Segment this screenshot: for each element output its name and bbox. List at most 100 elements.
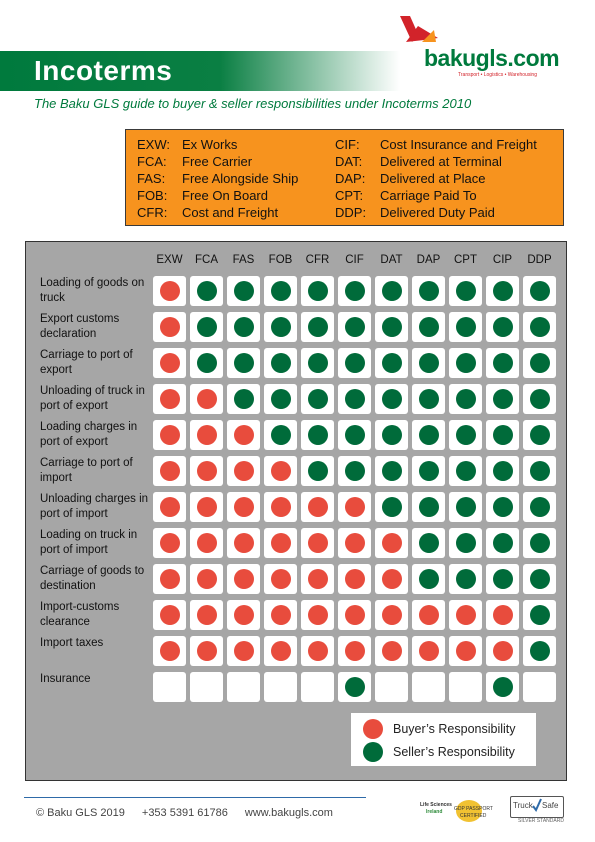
- baku-gls-logo-icon: [400, 16, 438, 42]
- buyer-dot-icon: [196, 389, 217, 409]
- buyer-dot-icon: [270, 497, 291, 517]
- buyer-dot-icon: [159, 605, 180, 625]
- term-code: DAT:: [335, 154, 363, 169]
- matrix-cell: [190, 528, 223, 558]
- seller-dot-icon: [455, 353, 476, 373]
- matrix-cell: [412, 384, 445, 414]
- seller-dot-icon: [344, 317, 365, 337]
- buyer-dot-icon: [196, 569, 217, 589]
- matrix-cell: [523, 420, 556, 450]
- matrix-cell: [486, 384, 519, 414]
- matrix-cell: [375, 492, 408, 522]
- footer: © Baku GLS 2019 +353 5391 61786 www.baku…: [36, 807, 347, 819]
- lsi-line1: Life Sciences: [420, 802, 452, 808]
- buyer-dot-icon: [307, 641, 328, 661]
- matrix-cell: [153, 528, 186, 558]
- matrix-cell: [227, 600, 260, 630]
- trucksafe-line2: Safe: [542, 801, 559, 810]
- term-name: Free Alongside Ship: [182, 171, 299, 186]
- term-name: Carriage Paid To: [380, 188, 477, 203]
- matrix-cell: [190, 564, 223, 594]
- buyer-legend-label: Buyer’s Responsibility: [393, 722, 516, 736]
- seller-dot-icon: [381, 281, 402, 301]
- matrix-cell: [449, 384, 482, 414]
- row-label: Unloading of truck in port of export: [40, 385, 145, 412]
- seller-dot-icon: [233, 353, 254, 373]
- buyer-legend-item: Buyer’s Responsibility: [363, 719, 516, 739]
- seller-dot-icon: [381, 389, 402, 409]
- seller-dot-icon: [307, 461, 328, 481]
- matrix-cell: [227, 636, 260, 666]
- matrix-cell: [190, 492, 223, 522]
- matrix-cell: [523, 492, 556, 522]
- page-subtitle: The Baku GLS guide to buyer & seller res…: [34, 96, 472, 111]
- matrix-cell: [264, 456, 297, 486]
- buyer-dot-icon: [159, 317, 180, 337]
- seller-dot-icon: [492, 281, 513, 301]
- matrix-cell: [190, 276, 223, 306]
- buyer-dot-icon: [344, 569, 365, 589]
- footer-website[interactable]: www.bakugls.com: [244, 807, 333, 819]
- matrix-cell: [375, 528, 408, 558]
- life-sciences-badge: Life Sciences Ireland GDP PASSPORT CERTI…: [412, 799, 493, 825]
- matrix-cell: [486, 276, 519, 306]
- seller-dot-icon: [307, 317, 328, 337]
- seller-dot-icon: [492, 317, 513, 337]
- matrix-cell: [153, 492, 186, 522]
- buyer-dot-icon: [418, 605, 439, 625]
- matrix-cell: [523, 348, 556, 378]
- seller-dot-icon: [418, 497, 439, 517]
- matrix-cell: [264, 384, 297, 414]
- buyer-dot-icon: [159, 281, 180, 301]
- matrix-cell: [375, 348, 408, 378]
- matrix-cell: [301, 456, 334, 486]
- seller-dot-icon: [381, 461, 402, 481]
- buyer-dot-icon: [159, 389, 180, 409]
- seller-dot-icon: [455, 281, 476, 301]
- seller-dot-icon: [344, 281, 365, 301]
- matrix-cell: [153, 420, 186, 450]
- matrix-cell: [338, 312, 371, 342]
- buyer-dot-icon: [381, 605, 402, 625]
- matrix-cell: [449, 564, 482, 594]
- seller-dot-icon: [455, 317, 476, 337]
- matrix-cell: [227, 312, 260, 342]
- matrix-cell: [486, 564, 519, 594]
- footer-copyright: © Baku GLS 2019: [36, 807, 125, 819]
- seller-dot-icon: [492, 425, 513, 445]
- buyer-dot-icon: [196, 461, 217, 481]
- matrix-cell: [449, 276, 482, 306]
- row-label: Carriage to port of import: [40, 457, 133, 484]
- matrix-cell: [375, 312, 408, 342]
- row-label: Unloading charges in port of import: [40, 493, 149, 520]
- gdp-seal-icon: [456, 800, 482, 822]
- buyer-dot-icon: [344, 605, 365, 625]
- row-label: Import taxes: [40, 637, 104, 649]
- seller-dot-icon: [492, 569, 513, 589]
- seller-dot-icon: [418, 461, 439, 481]
- matrix-cell: [338, 528, 371, 558]
- check-icon: [532, 798, 542, 812]
- matrix-cell: [523, 672, 556, 702]
- seller-dot-icon: [363, 742, 383, 762]
- matrix-cell: [301, 528, 334, 558]
- term-name: Delivered Duty Paid: [380, 205, 495, 220]
- matrix-cell: [449, 492, 482, 522]
- title-banner: [0, 51, 400, 91]
- matrix-cell: [523, 276, 556, 306]
- seller-dot-icon: [381, 425, 402, 445]
- term-name: Free On Board: [182, 188, 268, 203]
- buyer-dot-icon: [233, 605, 254, 625]
- buyer-dot-icon: [492, 641, 513, 661]
- column-header-fca: FCA: [195, 254, 218, 266]
- matrix-cell: [153, 456, 186, 486]
- seller-dot-icon: [418, 281, 439, 301]
- seller-dot-icon: [233, 317, 254, 337]
- seller-dot-icon: [344, 677, 365, 697]
- seller-dot-icon: [418, 533, 439, 553]
- logo-text: bakugls.com: [424, 45, 560, 71]
- seller-dot-icon: [233, 281, 254, 301]
- term-code: DDP:: [335, 205, 367, 220]
- buyer-dot-icon: [307, 533, 328, 553]
- term-name: Delivered at Terminal: [380, 154, 502, 169]
